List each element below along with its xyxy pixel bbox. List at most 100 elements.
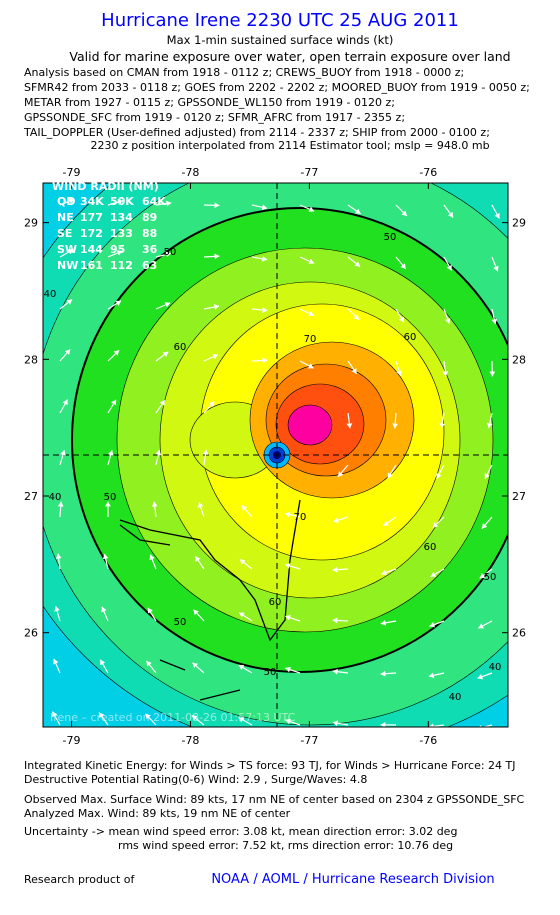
wind-arrow-head: [159, 400, 165, 406]
wind-arrow-head: [55, 553, 62, 559]
wind-arrow-head: [447, 211, 454, 218]
wind-arrow-head: [354, 261, 361, 267]
wind-arrow-head: [383, 520, 389, 526]
wind-arrow-head: [151, 501, 158, 507]
footer-line: Destructive Potential Rating(0-6) Wind: …: [24, 773, 367, 786]
wind-arrow-head: [332, 617, 338, 624]
wind-radii-cell: NE: [57, 211, 74, 224]
validity: Valid for marine exposure over water, op…: [69, 49, 510, 64]
wind-arrow-head: [208, 401, 215, 407]
title: Hurricane Irene 2230 UTC 25 AUG 2011: [101, 10, 459, 31]
contour-label: 50: [174, 617, 187, 628]
wind-radii-title: WIND RADII (NM): [52, 180, 159, 193]
contour-label: 40: [44, 289, 57, 300]
wind-arrow-head: [308, 310, 314, 317]
wind-arrow-head: [436, 472, 442, 479]
x-tick-label: -77: [300, 734, 318, 747]
wind-arrow-head: [261, 204, 268, 211]
analysis-line: TAIL_DOPPLER (User-defined adjusted) fro…: [23, 126, 490, 139]
wind-arrow-head: [60, 450, 66, 456]
wind-arrow-head: [64, 349, 71, 355]
x-tick-label: -79: [63, 166, 81, 179]
wind-arrow-head: [332, 668, 338, 675]
x-tick-label: -76: [419, 734, 437, 747]
wind-arrow-head: [285, 666, 291, 673]
wind-arrow-head: [68, 198, 75, 204]
contour-label: 50: [164, 247, 177, 258]
footer-line: Integrated Kinetic Energy: for Winds > T…: [24, 759, 516, 772]
y-tick-label: 28: [512, 353, 526, 366]
wind-arrow-head: [353, 314, 360, 320]
wind-radii-cell: 161: [80, 259, 103, 272]
contour-label: 70: [294, 512, 307, 523]
wind-arrow-head: [430, 571, 437, 577]
wind-arrow-head: [113, 350, 120, 356]
wind-arrow-head: [285, 563, 291, 569]
analysis: Analysis based on CMAN from 1918 - 0112 …: [23, 66, 530, 139]
wind-arrow-head: [308, 363, 314, 369]
footer-line: Uncertainty -> mean wind speed error: 3.…: [24, 825, 457, 838]
contour-label: 50: [484, 572, 497, 583]
wind-arrow-head: [380, 670, 386, 677]
wind-arrow-head: [308, 258, 315, 265]
x-tick-label: -76: [419, 166, 437, 179]
wind-arrow-head: [429, 621, 436, 628]
wind-arrow-head: [117, 199, 123, 205]
wind-arrow-head: [494, 212, 500, 219]
wind-radii-cell: 134: [110, 211, 133, 224]
wind-arrow-head: [102, 553, 109, 560]
wind-arrow-head: [439, 422, 446, 429]
wind-arrow-head: [428, 723, 434, 727]
wind-radii-header: 50K: [110, 195, 134, 208]
wind-arrow-head: [285, 614, 291, 621]
wind-arrow-head: [101, 606, 107, 613]
wind-arrow-head: [166, 200, 172, 207]
wind-arrow-head: [380, 619, 387, 626]
wind-arrow-head: [284, 511, 291, 518]
wind-arrow-head: [67, 249, 74, 255]
footer-line: Observed Max. Surface Wind: 89 kts, 17 n…: [24, 793, 525, 806]
contour-label: 60: [424, 542, 437, 553]
wind-arrow-head: [116, 250, 123, 256]
wind-arrow-head: [62, 399, 68, 406]
wind-arrow-head: [111, 399, 117, 406]
map-frame: [42, 182, 509, 728]
y-tick-label: 29: [24, 217, 38, 230]
wind-arrow-head: [262, 357, 268, 364]
y-tick-label: 27: [24, 490, 38, 503]
wind-arrow-head: [238, 717, 245, 723]
wind-arrow-head: [66, 299, 73, 305]
wind-arrow-head: [52, 711, 58, 718]
contour-label: 60: [269, 597, 282, 608]
analysis-line: GPSSONDE_SFC from 1919 - 0120 z; SFMR_AF…: [24, 111, 405, 124]
org-link[interactable]: NOAA / AOML / Hurricane Research Divisio…: [211, 872, 494, 887]
analysis-line: SFMR42 from 2033 - 0118 z; GOES from 220…: [24, 81, 530, 94]
wind-field: [43, 183, 508, 727]
watermark: Irene – created on 2011-08-26 01:57:13 U…: [50, 711, 296, 724]
wind-arrow-head: [346, 423, 353, 429]
wind-arrow-head: [100, 659, 106, 666]
wind-radii-cell: 172: [80, 227, 103, 240]
wind-arrow-head: [195, 556, 201, 562]
contour-label: 40: [49, 492, 62, 503]
wind-radii-cell: 177: [80, 211, 103, 224]
wind-arrow-head: [308, 206, 315, 212]
wind-arrow-head: [214, 202, 220, 209]
wind-arrow-head: [149, 554, 155, 561]
wind-arrow-head: [115, 300, 122, 306]
wind-arrow-head: [398, 316, 404, 323]
wind-radii-header: 34K: [80, 195, 104, 208]
wind-arrow-head: [332, 566, 338, 573]
wind-arrow-head: [197, 502, 204, 508]
wind-arrow-head: [486, 422, 493, 429]
wind-arrow-head: [479, 573, 486, 579]
wind-radii-cell: 63: [142, 259, 157, 272]
wind-arrow-head: [351, 368, 357, 374]
y-tick-label: 27: [512, 490, 526, 503]
wind-arrow-head: [493, 265, 499, 272]
wind-arrow-head: [332, 720, 339, 727]
wind-arrow-head: [54, 606, 60, 612]
wind-arrow-head: [489, 371, 496, 377]
subtitle: Max 1-min sustained surface winds (kt): [167, 33, 394, 47]
y-tick-label: 26: [24, 627, 38, 640]
